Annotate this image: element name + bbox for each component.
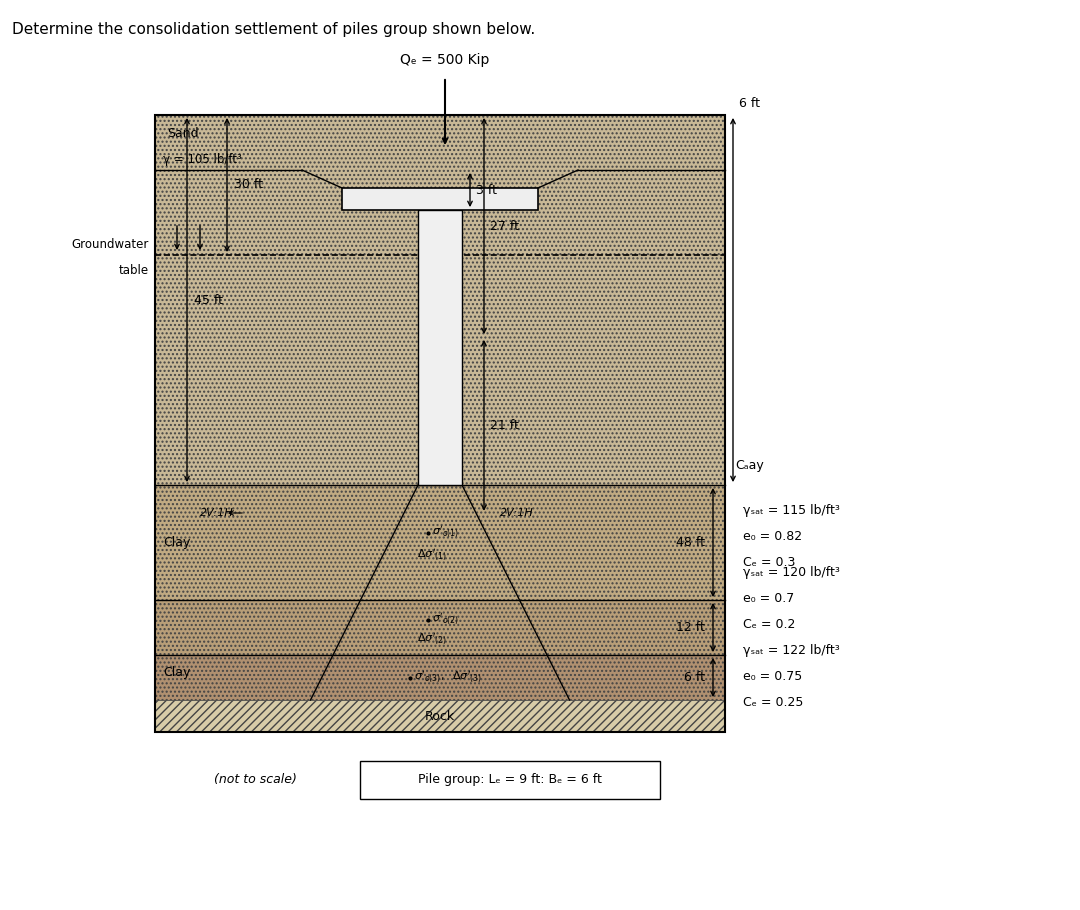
Text: 30 ft: 30 ft — [234, 178, 264, 191]
Text: Qₑ = 500 Kip: Qₑ = 500 Kip — [401, 53, 489, 67]
Text: (not to scale): (not to scale) — [214, 774, 296, 786]
Bar — [156, 655, 725, 700]
Text: $\sigma'_{o(2)}$: $\sigma'_{o(2)}$ — [432, 612, 459, 627]
Text: 12 ft: 12 ft — [676, 621, 705, 634]
Bar — [156, 600, 725, 655]
Bar — [156, 115, 725, 732]
Text: Cₑ = 0.3: Cₑ = 0.3 — [743, 556, 795, 569]
Text: γₛₐₜ = 115 lb/ft³: γₛₐₜ = 115 lb/ft³ — [743, 504, 840, 517]
Bar — [418, 210, 462, 485]
Text: e₀ = 0.82: e₀ = 0.82 — [743, 530, 802, 543]
Text: Clay: Clay — [163, 666, 190, 679]
Bar — [156, 115, 725, 485]
Text: e₀ = 0.75: e₀ = 0.75 — [743, 670, 802, 683]
Text: Clay: Clay — [163, 536, 190, 549]
Text: 3 ft: 3 ft — [476, 184, 497, 197]
Text: $\Delta\sigma'_{(3)}$: $\Delta\sigma'_{(3)}$ — [453, 670, 482, 685]
Text: 6 ft: 6 ft — [684, 671, 705, 684]
Bar — [360, 761, 660, 799]
Text: γₛₐₜ = 122 lb/ft³: γₛₐₜ = 122 lb/ft³ — [743, 644, 840, 657]
Text: $\sigma'_{o(3)},$: $\sigma'_{o(3)},$ — [414, 670, 445, 685]
Text: $\Delta\sigma'_{(1)}$: $\Delta\sigma'_{(1)}$ — [417, 548, 447, 563]
Text: Rock: Rock — [424, 710, 455, 723]
Text: Pile group: Lₑ = 9 ft: Bₑ = 6 ft: Pile group: Lₑ = 9 ft: Bₑ = 6 ft — [418, 774, 602, 786]
Text: γₛₐₜ = 120 lb/ft³: γₛₐₜ = 120 lb/ft³ — [743, 566, 840, 579]
Text: e₀ = 0.7: e₀ = 0.7 — [743, 592, 794, 605]
Text: 27 ft: 27 ft — [490, 219, 519, 232]
Text: 21 ft: 21 ft — [490, 419, 518, 432]
Text: Cₑ = 0.25: Cₑ = 0.25 — [743, 696, 804, 709]
Text: Determine the consolidation settlement of piles group shown below.: Determine the consolidation settlement o… — [12, 22, 536, 37]
Text: Sand: Sand — [167, 127, 199, 140]
Text: Groundwater: Groundwater — [71, 238, 149, 251]
Bar — [342, 188, 538, 210]
Text: 48 ft: 48 ft — [676, 536, 705, 549]
Bar — [156, 485, 725, 600]
Text: 2V:1H: 2V:1H — [500, 508, 534, 518]
Text: table: table — [119, 264, 149, 277]
Text: γ = 105 lb/ft³: γ = 105 lb/ft³ — [163, 153, 242, 166]
Text: $\sigma'_{o(1)}$: $\sigma'_{o(1)}$ — [432, 525, 459, 541]
Text: $\Delta\sigma'_{(2)}$: $\Delta\sigma'_{(2)}$ — [417, 632, 447, 647]
Text: Cₐay: Cₐay — [735, 459, 764, 471]
Text: 45 ft: 45 ft — [194, 294, 222, 307]
Bar — [156, 700, 725, 732]
Text: 2V:1H: 2V:1H — [200, 508, 234, 518]
Text: 6 ft: 6 ft — [739, 97, 760, 110]
Text: Cₑ = 0.2: Cₑ = 0.2 — [743, 618, 795, 631]
